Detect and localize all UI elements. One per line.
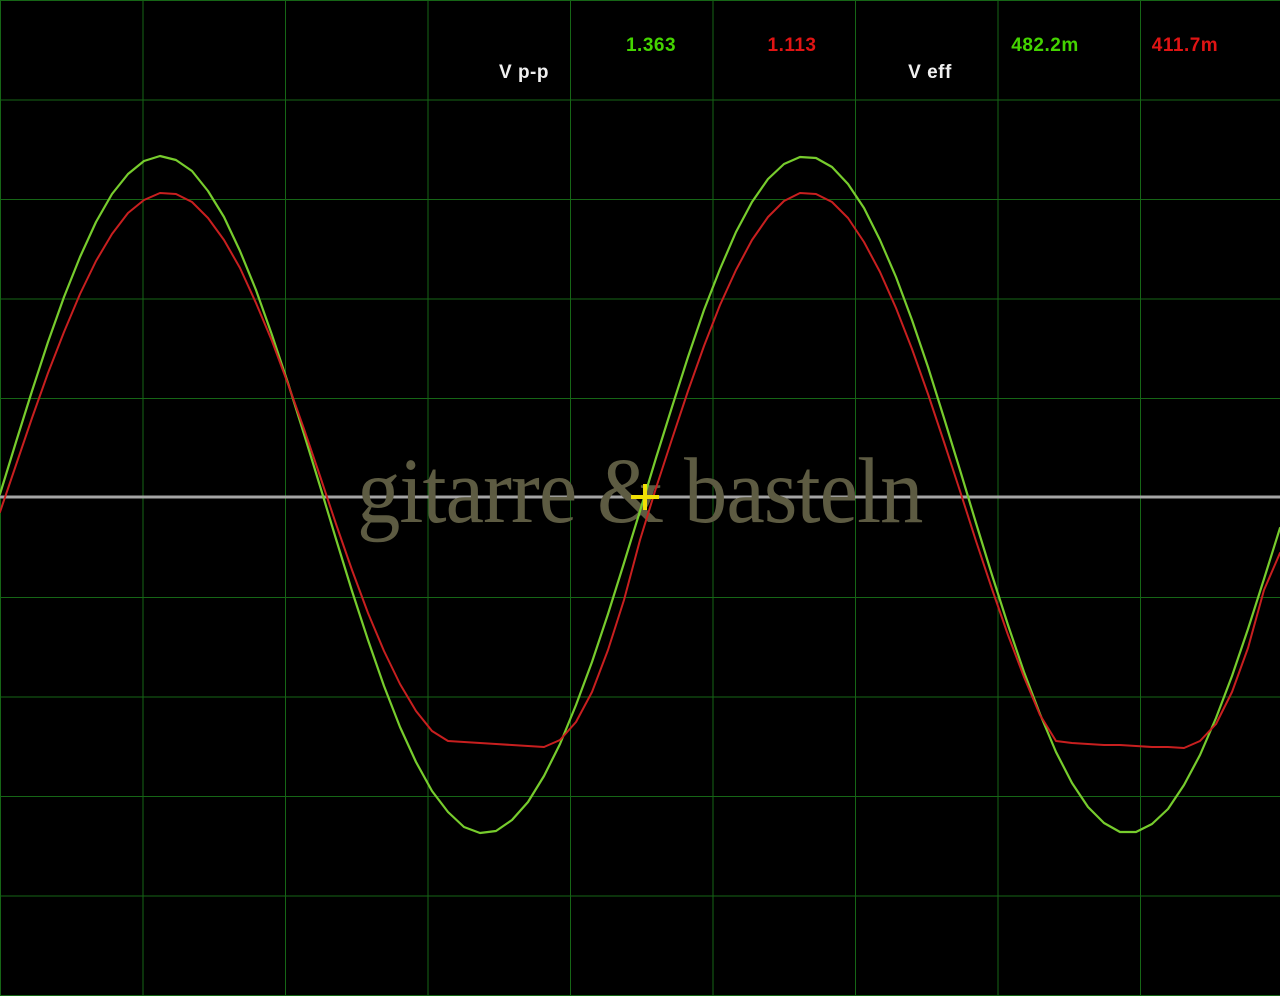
watermark: gitarre & basteln xyxy=(357,440,923,543)
vpp-label: V p-p xyxy=(499,62,549,83)
vpp-value-green: 1.363 xyxy=(625,35,677,56)
cursor-marker[interactable] xyxy=(631,484,659,510)
vpp-value-red: 1.113 xyxy=(767,35,817,56)
veff-value-green: 482.2m xyxy=(1011,35,1079,56)
veff-value-red: 411.7m xyxy=(1151,35,1219,56)
red-trace xyxy=(0,192,1280,749)
green-trace xyxy=(0,154,1280,835)
veff-label: V eff xyxy=(908,62,952,83)
